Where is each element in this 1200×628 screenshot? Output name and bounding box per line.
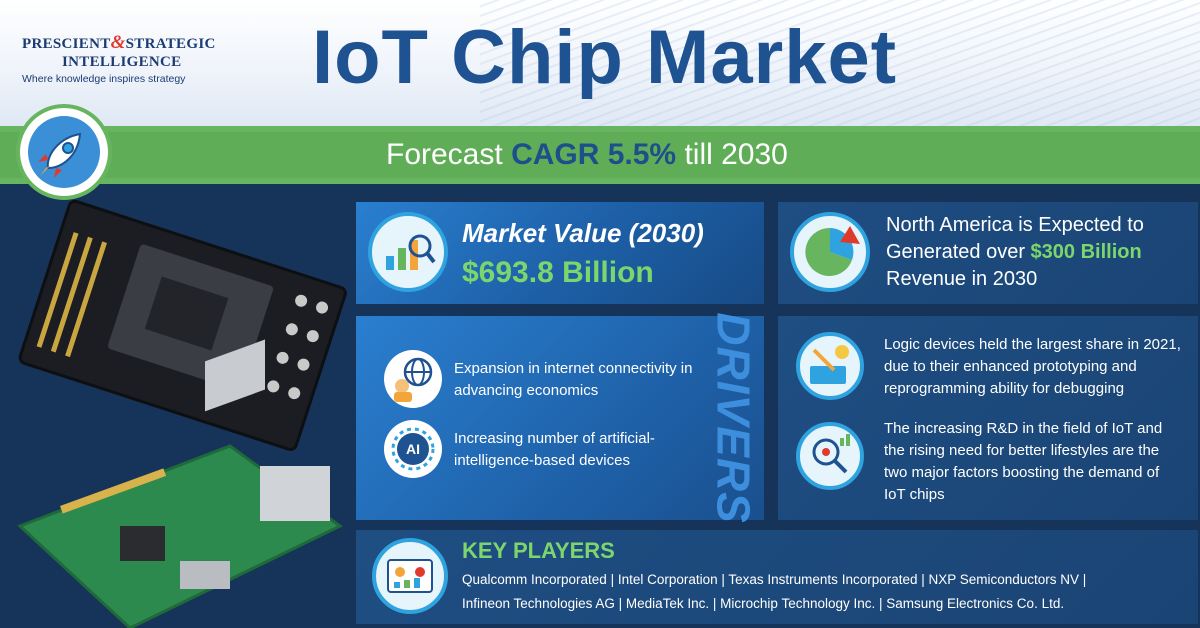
key-players-heading: KEY PLAYERS (462, 538, 615, 563)
logo-text-intelligence: INTELLIGENCE (62, 54, 182, 70)
key-players-line1: Qualcomm Incorporated | Intel Corporatio… (462, 572, 1087, 587)
market-value-label: Market Value (2030) (462, 218, 704, 248)
logo-tagline: Where knowledge inspires strategy (22, 73, 186, 85)
iot-boards-illustration (17, 199, 347, 628)
driver-text-2: Increasing number of artificial-intellig… (454, 430, 655, 469)
driver-text-1: Expansion in internet connectivity in ad… (454, 360, 693, 399)
rocket-icon (16, 104, 112, 200)
north-america-line2: Generated over (886, 241, 1025, 263)
drivers-heading: DRIVERS (708, 312, 761, 524)
north-america-line1: North America is Expected to (886, 214, 1144, 236)
market-analysis-icon (368, 212, 448, 292)
logo-text-prescient: PRESCIENT (22, 36, 111, 52)
insights-card: Logic devices held the largest share in … (778, 316, 1198, 520)
esp-module-image (18, 199, 347, 451)
pie-chart-icon (790, 212, 870, 292)
logo-text-strategic: STRATEGIC (125, 36, 216, 52)
header: PRESCIENT&STRATEGIC INTELLIGENCE Where k… (0, 0, 1200, 126)
forecast-text: Forecast CAGR 5.5% till 2030 (386, 138, 788, 172)
forecast-suffix: till 2030 (684, 138, 788, 171)
north-america-card: North America is Expected to Generated o… (778, 202, 1198, 304)
svg-text:AI: AI (406, 441, 420, 457)
key-players-icon (372, 538, 448, 614)
forecast-cagr: CAGR 5.5% (511, 138, 677, 171)
page-title: IoT Chip Market (312, 15, 898, 100)
key-players-card: KEY PLAYERS Qualcomm Incorporated | Inte… (356, 530, 1198, 624)
north-america-line3: Revenue in 2030 (886, 268, 1038, 290)
forecast-prefix: Forecast (386, 138, 503, 171)
header-wave-decoration (480, 0, 1200, 126)
key-players-line2: Infineon Technologies AG | MediaTek Inc.… (462, 596, 1065, 611)
market-value-card: Market Value (2030) $693.8 Billion (356, 202, 764, 304)
company-logo[interactable]: PRESCIENT&STRATEGIC INTELLIGENCE Where k… (22, 32, 222, 85)
north-america-revenue: $300 Billion (1030, 241, 1142, 263)
insight-text-1: Logic devices held the largest share in … (884, 336, 1181, 397)
market-value-amount: $693.8 Billion (462, 256, 654, 289)
insight-text-2: The increasing R&D in the field of IoT a… (884, 420, 1163, 503)
logo-ampersand: & (110, 32, 126, 53)
global-connectivity-icon (384, 350, 442, 408)
prototyping-icon (796, 332, 864, 400)
forecast-band: Forecast CAGR 5.5% till 2030 (0, 126, 1200, 184)
ai-chip-icon: AI (384, 420, 442, 478)
north-america-text: North America is Expected to Generated o… (886, 212, 1144, 293)
drivers-card: Expansion in internet connectivity in ad… (356, 316, 764, 520)
research-icon (796, 422, 864, 490)
raspberry-pi-image (17, 339, 343, 628)
